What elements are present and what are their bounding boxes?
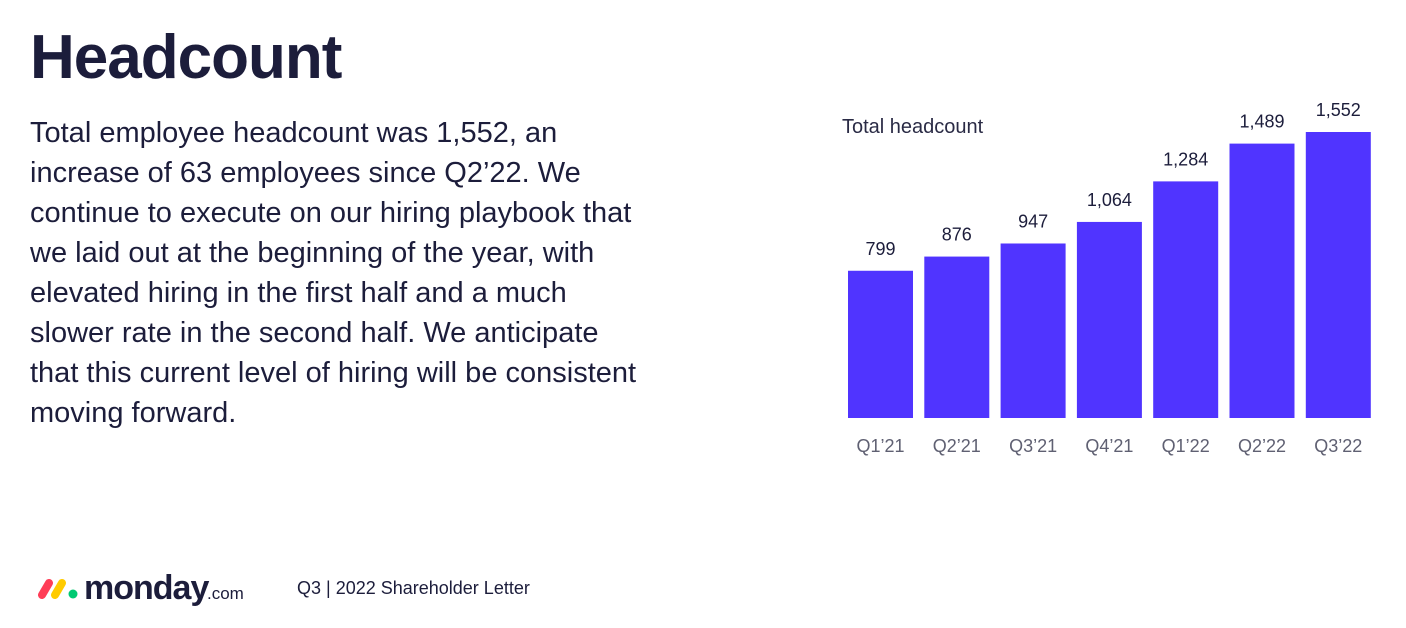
bar-1 xyxy=(924,256,990,418)
x-tick-label-4: Q1’22 xyxy=(1162,436,1210,456)
bar-0 xyxy=(848,270,913,418)
x-tick-label-0: Q1’21 xyxy=(856,436,904,456)
x-tick-label-5: Q2’22 xyxy=(1238,436,1286,456)
headcount-bar-chart: Total headcount 799 Q1’21 876 Q2’21 947 Q3’21… xyxy=(842,100,1371,456)
page-title: Headcount xyxy=(30,23,342,92)
bar-6 xyxy=(1305,132,1371,418)
bar-2 xyxy=(1000,243,1066,418)
monday-logo: monday .com xyxy=(38,568,268,608)
value-label-4: 1,284 xyxy=(1163,149,1208,169)
bar-5 xyxy=(1229,143,1295,418)
monday-logo-icon xyxy=(38,579,78,599)
x-tick-label-6: Q3’22 xyxy=(1314,436,1362,456)
value-label-1: 876 xyxy=(942,225,972,245)
bar-3 xyxy=(1076,221,1142,418)
value-label-6: 1,552 xyxy=(1316,100,1361,120)
body-paragraph: Total employee headcount was 1,552, an i… xyxy=(30,117,637,429)
logo-tld: .com xyxy=(207,584,244,603)
footer-caption: Q3 | 2022 Shareholder Letter xyxy=(297,578,530,598)
value-label-5: 1,489 xyxy=(1239,112,1284,132)
x-tick-label-3: Q4’21 xyxy=(1085,436,1133,456)
x-tick-label-2: Q3’21 xyxy=(1009,436,1057,456)
bar-4 xyxy=(1153,181,1219,418)
value-label-3: 1,064 xyxy=(1087,190,1132,210)
chart-title: Total headcount xyxy=(842,116,984,138)
value-label-2: 947 xyxy=(1018,211,1048,231)
x-tick-label-1: Q2’21 xyxy=(933,436,981,456)
value-label-0: 799 xyxy=(865,239,895,259)
logo-wordmark: monday xyxy=(84,569,209,607)
